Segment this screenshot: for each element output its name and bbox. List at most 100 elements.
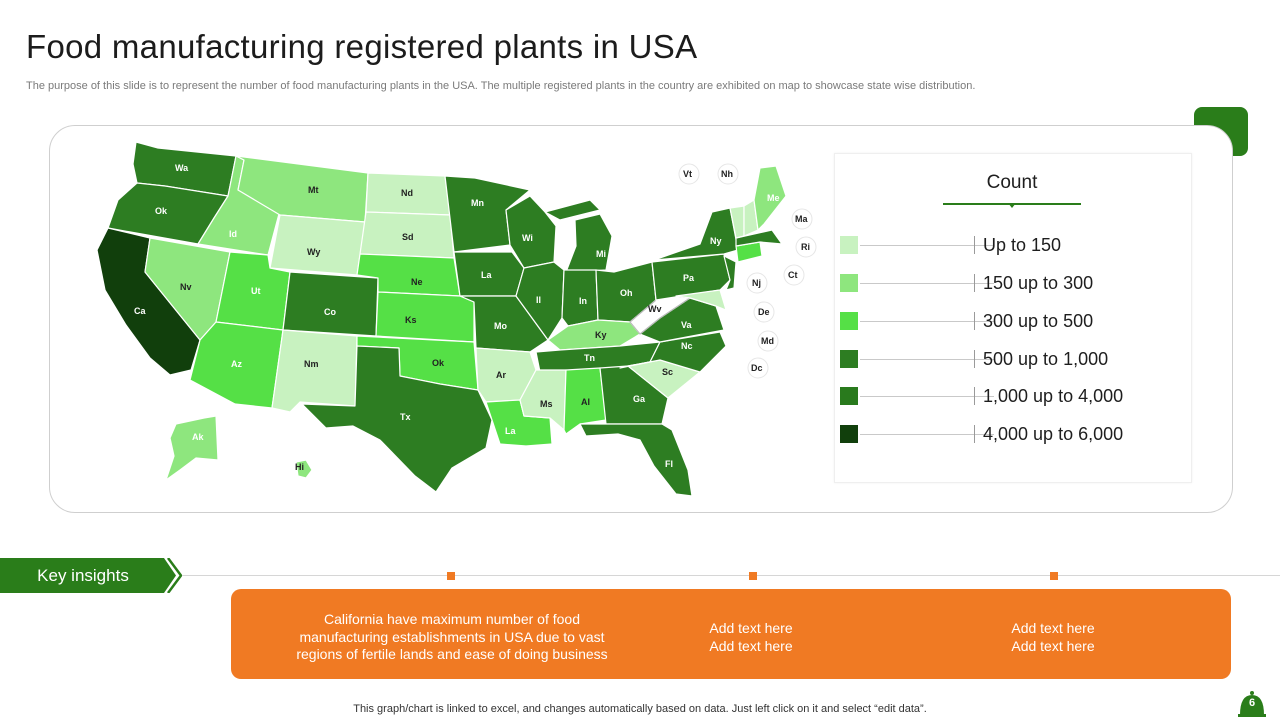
state-mi[interactable] bbox=[544, 199, 613, 273]
label-ar: Ar bbox=[496, 370, 506, 380]
state-tx[interactable] bbox=[301, 345, 493, 493]
footer-note: This graph/chart is linked to excel, and… bbox=[0, 703, 1280, 715]
legend-label: Up to 150 bbox=[983, 235, 1062, 255]
legend-item: 1,000 up to 4,000 bbox=[840, 385, 1180, 407]
label-ut: Ut bbox=[251, 286, 261, 296]
label-ak: Ak bbox=[192, 432, 204, 442]
insight-main: California have maximum number of food m… bbox=[262, 611, 642, 664]
legend-leader-line bbox=[860, 434, 994, 435]
state-nj[interactable] bbox=[723, 255, 737, 291]
callout-md-bubble bbox=[757, 330, 779, 352]
legend-label: 300 up to 500 bbox=[983, 311, 1094, 331]
legend-label: 150 up to 300 bbox=[983, 273, 1094, 293]
state-ks[interactable] bbox=[375, 291, 475, 343]
callout-vt-bubble bbox=[678, 163, 700, 185]
legend-swatch bbox=[840, 387, 858, 405]
label-tn: Tn bbox=[584, 353, 595, 363]
insight-main-line: California have maximum number of food bbox=[323, 611, 580, 627]
legend-panel bbox=[834, 153, 1192, 483]
legend-swatch bbox=[840, 425, 858, 443]
page-subtitle: The purpose of this slide is to represen… bbox=[26, 80, 976, 92]
label-sc: Sc bbox=[662, 367, 673, 377]
callout-vt: Vt bbox=[683, 169, 692, 179]
label-ny: Ny bbox=[710, 236, 722, 246]
label-ia: La bbox=[481, 270, 492, 280]
legend-item: 4,000 up to 6,000 bbox=[840, 423, 1180, 445]
legend-item: 150 up to 300 bbox=[840, 272, 1180, 294]
insight-marker bbox=[749, 572, 757, 580]
label-mi: Mi bbox=[596, 249, 606, 259]
legend-item: Up to 150 bbox=[840, 234, 1180, 256]
label-nc: Nc bbox=[681, 341, 693, 351]
label-ne: Ne bbox=[411, 277, 423, 287]
insight-main-line: manufacturing establishments in USA due … bbox=[299, 628, 605, 645]
label-az: Az bbox=[231, 359, 242, 369]
legend-swatch bbox=[840, 236, 858, 254]
insight-placeholder-3[interactable]: Add text here Add text here bbox=[953, 620, 1153, 655]
insights-divider bbox=[182, 575, 1280, 576]
legend-title: Count bbox=[986, 172, 1038, 193]
insights-tab-label: Key insights bbox=[37, 566, 129, 585]
state-co[interactable] bbox=[282, 271, 379, 337]
legend-item: 300 up to 500 bbox=[840, 310, 1180, 332]
callout-ct-bubble bbox=[783, 264, 805, 286]
label-ca: Ca bbox=[134, 306, 146, 316]
state-me[interactable] bbox=[753, 165, 787, 231]
legend-swatch bbox=[840, 312, 858, 330]
label-in: In bbox=[579, 296, 587, 306]
insight-placeholder-line: Add text here bbox=[1011, 620, 1095, 636]
callout-nj-bubble bbox=[746, 272, 768, 294]
state-nm[interactable] bbox=[271, 329, 358, 413]
label-mt: Mt bbox=[308, 185, 319, 195]
label-hi: Hi bbox=[295, 462, 304, 472]
label-la: La bbox=[505, 426, 516, 436]
legend-leader-line bbox=[860, 321, 994, 322]
legend-tick bbox=[974, 350, 975, 368]
label-tx: Tx bbox=[400, 412, 411, 422]
callout-ri: Ri bbox=[801, 242, 810, 252]
state-ma[interactable] bbox=[735, 229, 783, 247]
label-va: Va bbox=[681, 320, 693, 330]
label-or: Ok bbox=[155, 206, 168, 216]
callout-dc: Dc bbox=[751, 363, 763, 373]
label-ky: Ky bbox=[595, 330, 607, 340]
label-nm: Nm bbox=[304, 359, 319, 369]
label-wi: Wi bbox=[522, 233, 533, 243]
legend-leader-line bbox=[860, 283, 994, 284]
state-wi[interactable] bbox=[505, 195, 557, 269]
label-co: Co bbox=[324, 307, 336, 317]
state-hi[interactable] bbox=[295, 459, 313, 479]
label-al: Al bbox=[581, 397, 590, 407]
callout-de-bubble bbox=[753, 301, 775, 323]
callout-nj: Nj bbox=[752, 278, 761, 288]
legend-leader-line bbox=[860, 396, 994, 397]
legend-underline-pointer bbox=[1008, 203, 1016, 208]
label-il: Il bbox=[536, 295, 541, 305]
state-nc[interactable] bbox=[619, 331, 727, 373]
insight-marker bbox=[447, 572, 455, 580]
callout-md: Md bbox=[761, 336, 774, 346]
callout-ma: Ma bbox=[795, 214, 808, 224]
label-sd: Sd bbox=[402, 232, 414, 242]
state-ak[interactable] bbox=[165, 415, 219, 481]
callout-ma-bubble bbox=[791, 208, 813, 230]
label-ms: Ms bbox=[540, 399, 553, 409]
insight-placeholder-2[interactable]: Add text here Add text here bbox=[651, 620, 851, 655]
state-fl[interactable] bbox=[579, 423, 693, 497]
state-md[interactable] bbox=[675, 289, 727, 311]
footer-note-text: This graph/chart is linked to excel, and… bbox=[353, 703, 927, 715]
insights-bar bbox=[231, 589, 1231, 679]
callout-nh-bubble bbox=[717, 163, 739, 185]
state-ga[interactable] bbox=[599, 365, 669, 425]
callout-nh: Nh bbox=[721, 169, 733, 179]
callout-de: De bbox=[758, 307, 770, 317]
insight-main-line: regions of fertile lands and ease of doi… bbox=[296, 646, 608, 662]
label-fl: Fl bbox=[665, 459, 673, 469]
legend-tick bbox=[974, 425, 975, 443]
state-il[interactable] bbox=[515, 261, 565, 341]
legend-label: 500 up to 1,000 bbox=[983, 349, 1109, 369]
state-wy[interactable] bbox=[269, 214, 366, 276]
legend-leader-line bbox=[860, 359, 994, 360]
insight-placeholder-line: Add text here bbox=[709, 637, 793, 654]
